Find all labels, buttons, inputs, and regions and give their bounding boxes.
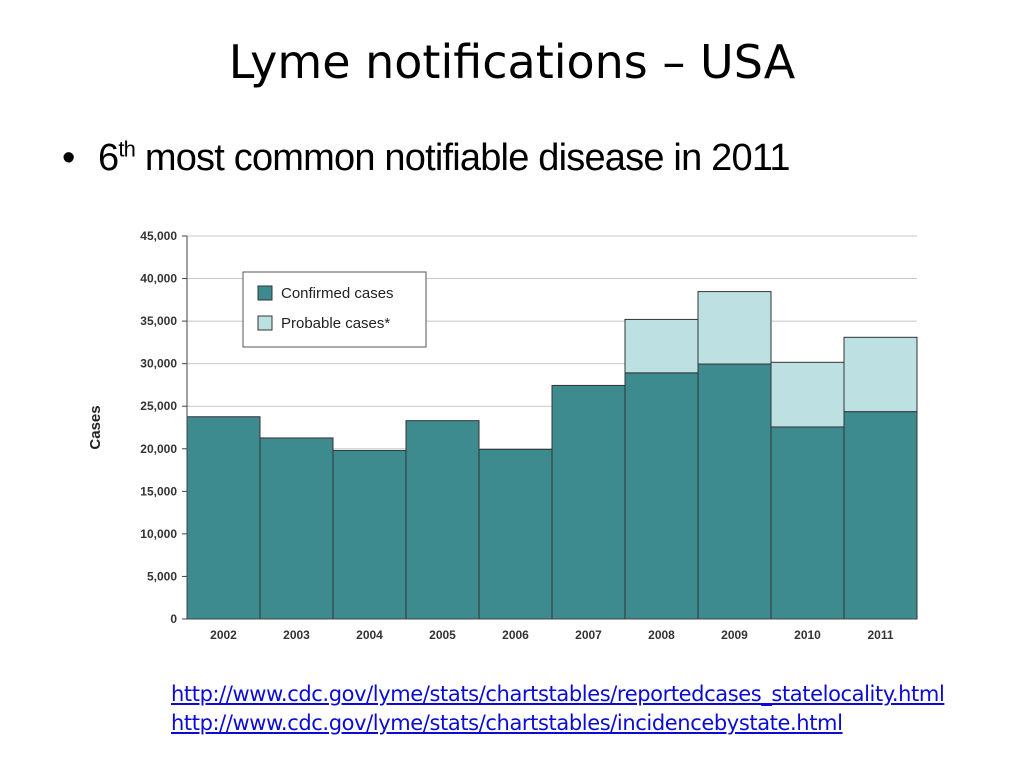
bullet-dot-icon: • (62, 137, 75, 179)
y-tick-label: 5,000 (147, 569, 177, 583)
bar-probable (624, 318, 699, 374)
x-tick-label: 2010 (794, 628, 821, 642)
x-tick-label: 2005 (429, 628, 456, 642)
bullet-item: • 6th most common notifiable disease in 2… (62, 132, 790, 184)
source-link-reported-cases[interactable]: http://www.cdc.gov/lyme/stats/chartstabl… (171, 682, 945, 706)
y-tick-label: 0 (170, 612, 177, 626)
bar-probable (843, 336, 918, 413)
x-tick-label: 2007 (575, 628, 602, 642)
bullet-superscript: th (118, 136, 136, 162)
bar-confirmed (405, 420, 480, 620)
source-link-incidence[interactable]: http://www.cdc.gov/lyme/stats/chartstabl… (171, 711, 843, 735)
lyme-cases-chart: 0 5,000 10,000 15,000 20,000 25,000 30,000 35,0… (87, 229, 918, 642)
bar-confirmed (259, 437, 334, 620)
x-tick-label: 2004 (356, 628, 383, 642)
y-tick-label: 35,000 (140, 314, 177, 328)
legend-box (242, 271, 427, 348)
x-tick-label: 2008 (648, 628, 675, 642)
y-tick-label: 20,000 (140, 442, 177, 456)
y-axis-title: Cases (87, 405, 104, 449)
y-tick-label: 10,000 (140, 527, 177, 541)
legend-swatch (257, 285, 273, 301)
x-tick-label: 2003 (283, 628, 310, 642)
bar-probable (770, 361, 845, 428)
y-tick-label: 25,000 (140, 399, 177, 413)
bar-confirmed (478, 448, 553, 620)
bar-confirmed (332, 449, 407, 620)
bar-confirmed (624, 372, 699, 620)
x-tick-label: 2002 (210, 628, 237, 642)
y-tick-label: 30,000 (140, 357, 177, 371)
slide-title: Lyme notifications – USA (228, 35, 796, 89)
x-tick-label: 2009 (721, 628, 748, 642)
legend-label: Confirmed cases (281, 285, 394, 302)
y-tick-label: 15,000 (140, 484, 177, 498)
y-tick-label: 45,000 (140, 229, 177, 243)
legend-swatch (257, 315, 273, 331)
bar-confirmed (697, 363, 772, 620)
x-tick-label: 2011 (867, 628, 893, 642)
bullet-text: most common notifiable disease in 2011 (135, 137, 791, 179)
source-links: http://www.cdc.gov/lyme/stats/chartstabl… (171, 680, 945, 738)
x-tick-label: 2006 (502, 628, 529, 642)
y-tick-label: 40,000 (140, 272, 177, 286)
bar-confirmed (186, 416, 261, 620)
bullet-ordinal: 6 (98, 137, 119, 179)
bar-confirmed (770, 426, 845, 620)
bar-confirmed (551, 384, 626, 620)
bar-probable (697, 291, 772, 365)
bar-confirmed (843, 411, 918, 620)
legend-label: Probable cases* (281, 315, 390, 332)
